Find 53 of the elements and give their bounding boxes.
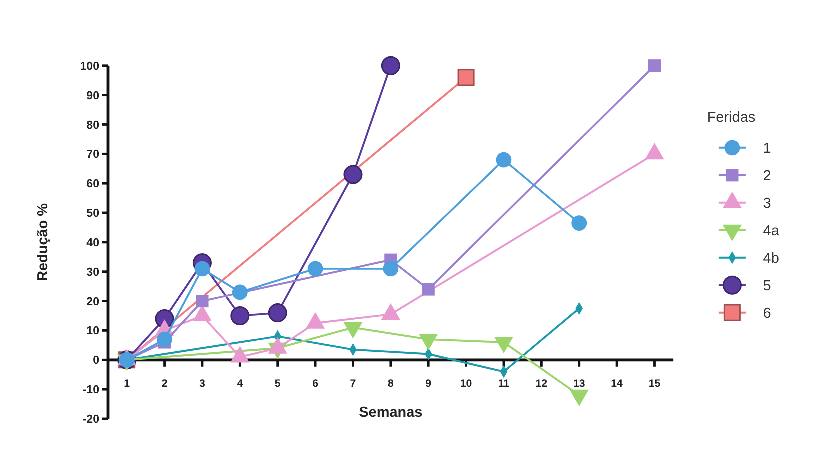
x-tick-label: 1 — [124, 378, 130, 390]
y-axis-title: Redução % — [35, 203, 52, 282]
y-tick-label: -10 — [82, 384, 100, 397]
point — [308, 261, 324, 277]
x-tick-label: 5 — [274, 378, 281, 390]
y-tick-label: 100 — [80, 60, 100, 73]
point — [572, 216, 588, 231]
point — [496, 152, 512, 168]
point — [383, 261, 399, 277]
x-tick-label: 13 — [573, 378, 586, 390]
point — [458, 69, 475, 86]
point — [157, 332, 172, 348]
point — [344, 165, 363, 184]
point — [381, 56, 400, 76]
legend-label: 4a — [763, 223, 780, 240]
x-tick-label: 6 — [312, 378, 319, 390]
point — [230, 306, 250, 326]
x-tick-label: 8 — [388, 378, 394, 390]
point — [232, 284, 248, 300]
y-tick-label: 20 — [86, 296, 100, 308]
legend-label: 1 — [763, 140, 772, 157]
legend-title: Feridas — [707, 110, 756, 126]
x-tick-label: 15 — [648, 378, 661, 390]
x-tick-label: 3 — [200, 378, 206, 390]
y-tick-label: 80 — [86, 120, 100, 132]
legend-label: 3 — [763, 196, 772, 212]
y-tick-label: 0 — [93, 355, 100, 368]
y-tick-label: 10 — [86, 326, 100, 338]
legend-label: 4b — [763, 250, 780, 267]
point — [422, 283, 435, 296]
x-tick-label: 4 — [237, 378, 244, 390]
x-tick-label: 2 — [162, 378, 168, 390]
point — [268, 304, 288, 323]
point — [194, 261, 210, 277]
x-axis-title: Semanas — [359, 405, 423, 422]
x-tick-label: 7 — [350, 378, 356, 390]
y-tick-label: 30 — [86, 266, 100, 279]
legend-label: 6 — [763, 306, 772, 322]
y-tick-label: 40 — [86, 237, 100, 250]
point — [196, 294, 209, 308]
y-tick-label: -20 — [82, 414, 100, 426]
x-tick-label: 11 — [498, 378, 510, 390]
legend-label: 2 — [763, 168, 772, 184]
y-tick-label: 50 — [86, 208, 100, 220]
y-tick-label: 90 — [86, 90, 100, 102]
x-tick-label: 14 — [611, 378, 624, 390]
point — [648, 60, 662, 72]
x-tick-label: 12 — [536, 378, 548, 390]
y-tick-label: 60 — [86, 178, 100, 191]
y-tick-label: 70 — [86, 149, 100, 162]
legend-label: 5 — [763, 278, 772, 294]
x-tick-label: 10 — [460, 378, 472, 390]
x-tick-label: 9 — [426, 378, 432, 390]
